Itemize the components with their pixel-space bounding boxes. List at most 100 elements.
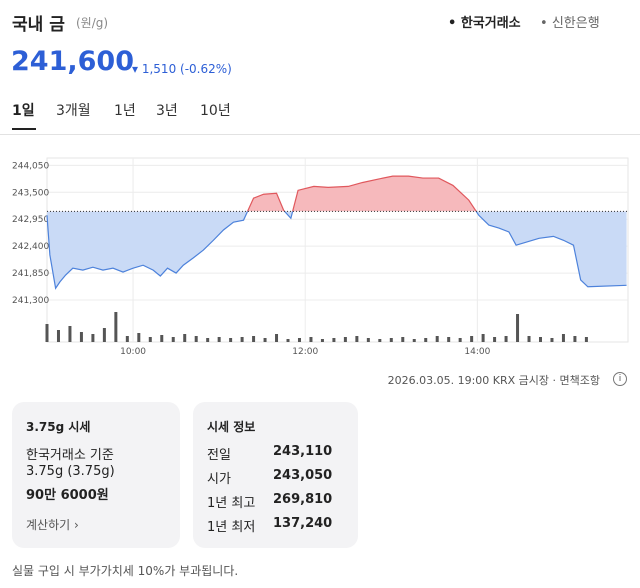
info-value: 243,110: [273, 444, 333, 459]
info-value: 137,240: [273, 516, 333, 531]
volume-bar: [229, 338, 233, 342]
volume-bar: [527, 336, 531, 342]
volume-bar: [470, 336, 474, 342]
y-tick-label: 242,400: [12, 242, 49, 252]
area: [47, 176, 627, 212]
volume-bar: [493, 337, 497, 342]
volume-bar: [91, 334, 95, 342]
volume-bar: [286, 339, 290, 342]
volume-bar: [401, 337, 405, 342]
volume-bar: [275, 334, 279, 342]
volume-bar: [171, 337, 175, 342]
info-label: 시가: [207, 472, 231, 487]
plot-frame: [46, 157, 629, 343]
info-label: 1년 최저: [207, 520, 256, 535]
volume-bar: [252, 336, 256, 342]
volume-bar: [332, 338, 336, 342]
link-text: 계산하기: [26, 518, 71, 532]
volume-bar: [320, 339, 324, 342]
info-label: 1년 최고: [207, 496, 256, 511]
volume-bar: [194, 336, 198, 342]
volume-bar: [102, 328, 106, 342]
volume-bar: [516, 314, 520, 342]
unit: (원/g): [76, 16, 109, 30]
price-line: [46, 211, 627, 290]
divider: [0, 134, 640, 135]
volume-bar: [114, 312, 118, 342]
chart: 244,050 243,500 242,950 242,400 241,850 241,3…: [12, 157, 629, 357]
period-tab[interactable]: 1일: [12, 103, 35, 119]
card-text: 3.75g (3.75g): [26, 464, 115, 479]
calc-link[interactable]: 계산하기 ›: [26, 518, 79, 532]
period-tab[interactable]: 3년: [156, 103, 178, 119]
volume-bar: [217, 337, 221, 342]
change-value: 1,510 (-0.62%): [141, 62, 232, 76]
volume-bar: [538, 337, 542, 342]
period-tab[interactable]: 3개월: [56, 103, 91, 119]
volume-bar: [56, 330, 60, 342]
volume-bar: [355, 336, 359, 342]
volume-bar: [343, 337, 347, 342]
title: 국내 금: [12, 15, 65, 35]
y-tick-label: 244,050: [12, 161, 49, 171]
volume-bar: [435, 336, 439, 342]
volume-bar: [389, 338, 393, 342]
period-tab[interactable]: 10년: [200, 103, 231, 119]
info-icon[interactable]: i: [613, 372, 627, 386]
volume-bar: [550, 338, 554, 342]
volume-bar: [160, 335, 164, 342]
area: [47, 211, 627, 289]
volume-bar: [309, 337, 313, 342]
info-value: 269,810: [273, 492, 333, 507]
info-label: 전일: [207, 448, 231, 463]
period-tab[interactable]: 1년: [114, 103, 136, 119]
volume-bar: [148, 337, 152, 342]
y-tick-label: 242,950: [12, 215, 49, 225]
price: 241,600: [11, 46, 134, 77]
volume-bar: [79, 332, 83, 342]
y-tick-label: 241,850: [12, 269, 49, 279]
volume-bar: [263, 338, 267, 342]
source-tab[interactable]: • 신한은행: [540, 16, 600, 31]
volume-bar: [125, 336, 129, 342]
card-title: 시세 정보: [207, 420, 256, 434]
volume-bar: [68, 326, 72, 342]
volume-bar: [137, 333, 141, 342]
volume-bar: [481, 334, 485, 342]
card-text: 한국거래소 기준: [26, 448, 114, 463]
change: ▾ 1,510 (-0.62%): [132, 62, 232, 76]
source-label: 신한은행: [551, 16, 600, 31]
info-card: 시세 정보 전일 243,110 시가 243,050 1년 최고 269,810 1년 최…: [193, 402, 358, 548]
volume-bar: [366, 338, 370, 342]
footer-note: 실물 구입 시 부가가치세 10%가 부과됩니다.: [12, 564, 239, 578]
y-tick-label: 243,500: [12, 188, 49, 198]
volume-bar: [378, 339, 382, 342]
price-line: [246, 175, 477, 212]
card-title: 3.75g 시세: [26, 420, 91, 434]
volume-bar: [412, 339, 416, 342]
volume-bar: [206, 338, 210, 342]
volume-bar: [447, 337, 451, 342]
volume-bar: [424, 338, 428, 342]
volume-bar: [504, 336, 508, 342]
volume-bar: [297, 338, 301, 342]
y-tick-label: 241,300: [12, 296, 49, 306]
card-price: 90만 6000원: [26, 488, 109, 503]
volume-bar: [183, 334, 187, 342]
timestamp: 2026.03.05. 19:00 KRX 금시장 · 면책조항: [387, 374, 600, 387]
source-tab[interactable]: • 한국거래소: [448, 16, 521, 31]
tab-underline: [12, 128, 36, 130]
volume-bar: [584, 337, 588, 342]
info-value: 243,050: [273, 468, 333, 483]
x-tick-label: 10:00: [120, 347, 146, 357]
volume-bar: [458, 338, 462, 342]
gram-card: 3.75g 시세 한국거래소 기준 3.75g (3.75g) 90만 6000…: [12, 402, 180, 548]
volume-bar: [45, 324, 49, 342]
volume-bar: [573, 336, 577, 342]
volume-bar: [561, 334, 565, 342]
volume-bar: [240, 337, 244, 342]
source-label: 한국거래소: [460, 16, 521, 31]
x-tick-label: 12:00: [292, 347, 318, 357]
x-tick-label: 14:00: [464, 347, 490, 357]
